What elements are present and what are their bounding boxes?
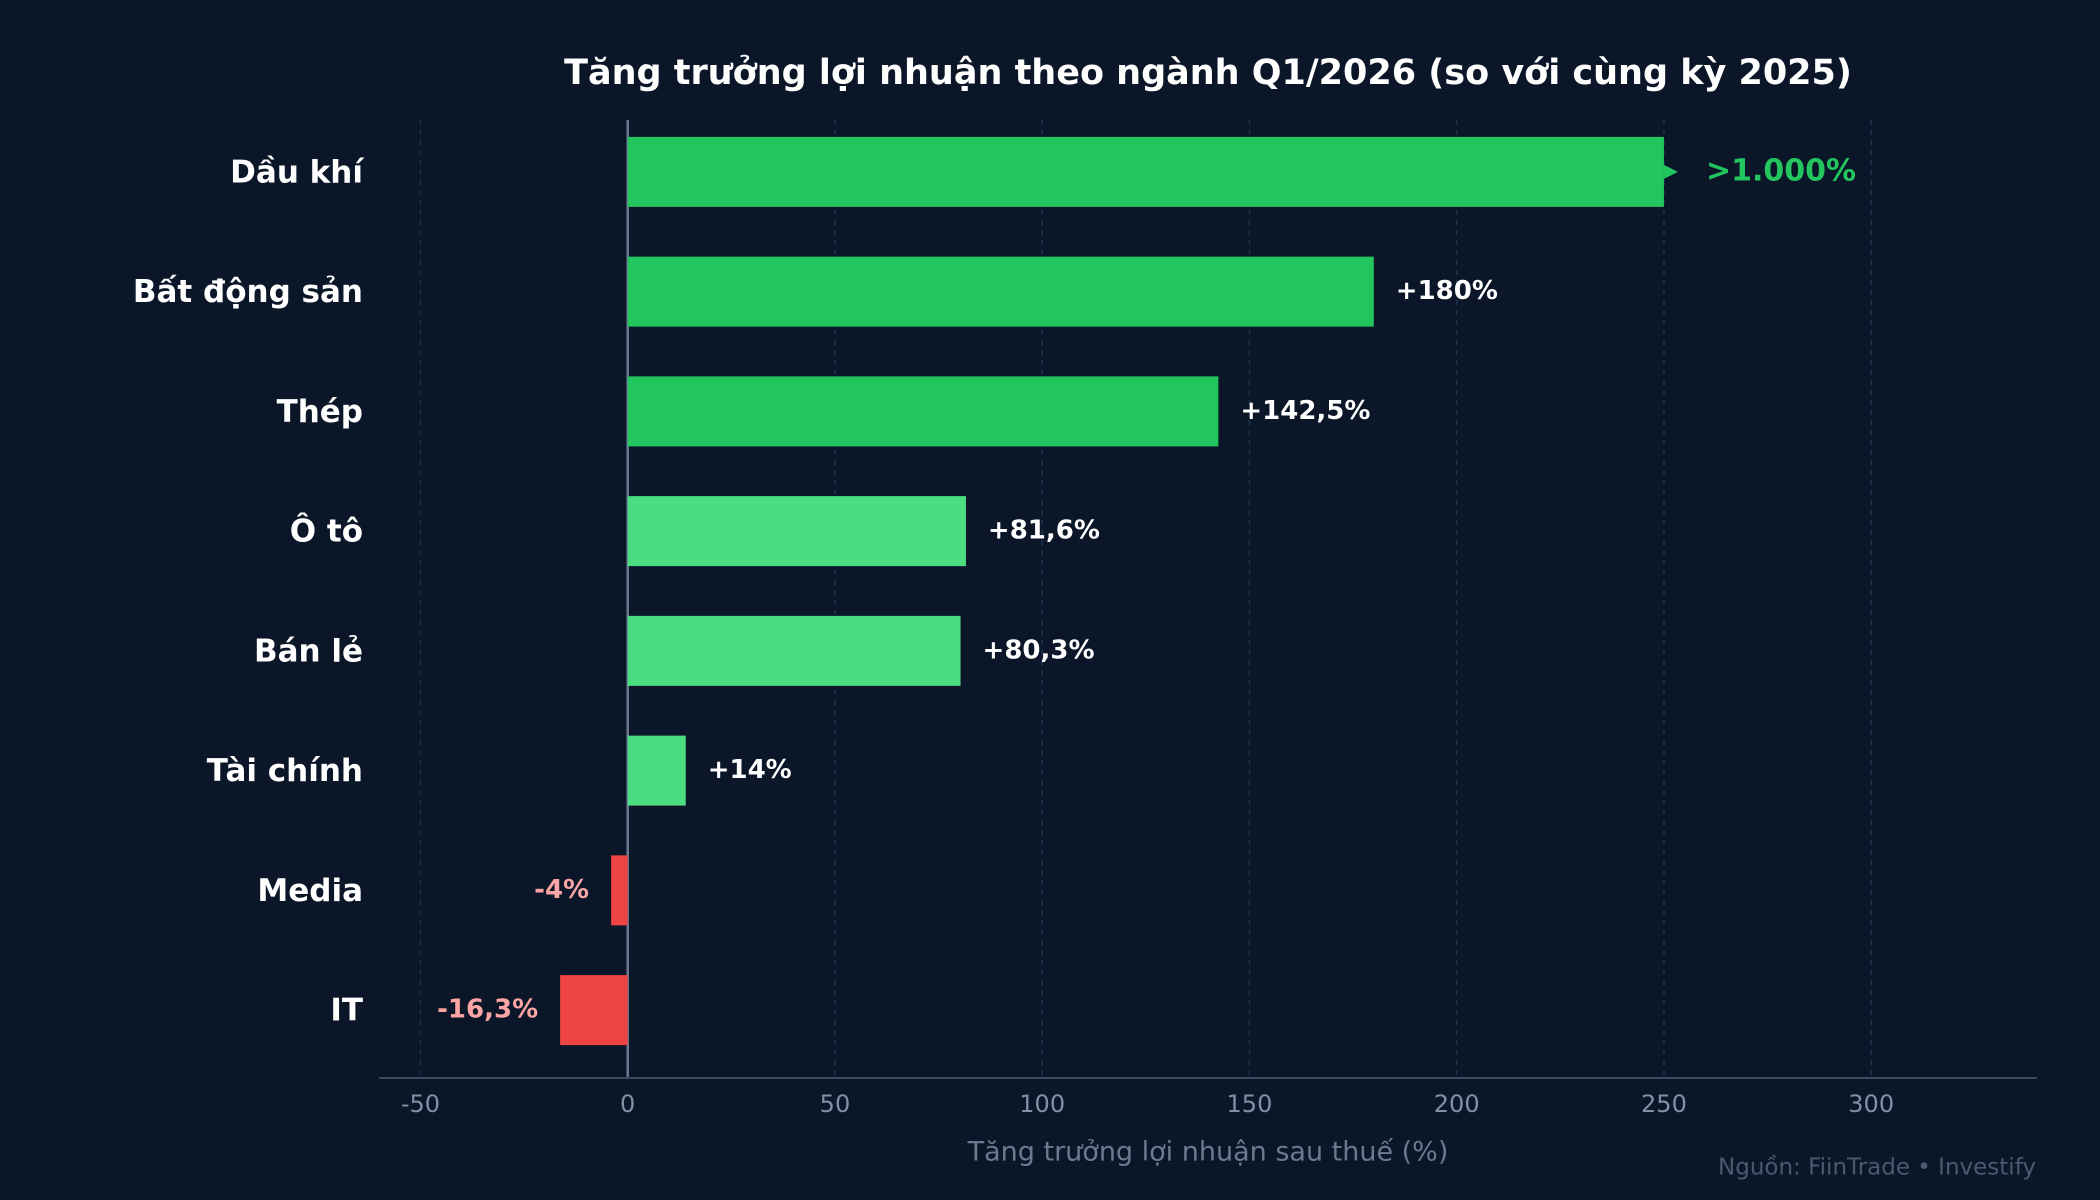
x-tick-label: 300 bbox=[1848, 1090, 1894, 1118]
x-tick-label: 0 bbox=[620, 1090, 635, 1118]
chart-title: Tăng trưởng lợi nhuận theo ngành Q1/2026… bbox=[564, 53, 1852, 93]
x-tick-label: 50 bbox=[820, 1090, 851, 1118]
category-label: Tài chính bbox=[207, 753, 363, 789]
bar bbox=[627, 615, 961, 686]
category-label: Dầu khí bbox=[230, 154, 364, 190]
category-label: Media bbox=[257, 873, 363, 909]
x-tick-label: -50 bbox=[401, 1090, 440, 1118]
source-note: Nguồn: FiinTrade • Investify bbox=[1718, 1155, 2036, 1181]
category-label: Thép bbox=[277, 394, 363, 430]
bar bbox=[560, 975, 628, 1046]
x-tick-label: 150 bbox=[1227, 1090, 1273, 1118]
bar bbox=[627, 256, 1374, 327]
x-tick-label: 100 bbox=[1019, 1090, 1065, 1118]
x-axis-label: Tăng trưởng lợi nhuận sau thuế (%) bbox=[967, 1137, 1449, 1168]
category-label: Bán lẻ bbox=[254, 633, 363, 669]
category-label: IT bbox=[330, 993, 363, 1029]
value-label: +142,5% bbox=[1240, 396, 1370, 426]
value-label: +80,3% bbox=[983, 635, 1095, 665]
bar bbox=[627, 735, 686, 806]
value-label: -16,3% bbox=[437, 995, 538, 1025]
value-label: -4% bbox=[534, 875, 589, 905]
value-label: +14% bbox=[708, 755, 792, 785]
value-label: >1.000% bbox=[1706, 153, 1856, 188]
category-label: Bất động sản bbox=[133, 274, 363, 310]
bar bbox=[627, 496, 966, 567]
bar bbox=[611, 855, 628, 926]
category-label: Ô tô bbox=[290, 513, 363, 550]
overflow-arrow bbox=[1663, 164, 1678, 179]
value-label: +180% bbox=[1396, 276, 1498, 306]
x-tick-label: 200 bbox=[1434, 1090, 1480, 1118]
bar bbox=[627, 136, 1664, 207]
value-label: +81,6% bbox=[988, 516, 1100, 546]
x-tick-label: 250 bbox=[1641, 1090, 1687, 1118]
bar bbox=[627, 376, 1219, 447]
